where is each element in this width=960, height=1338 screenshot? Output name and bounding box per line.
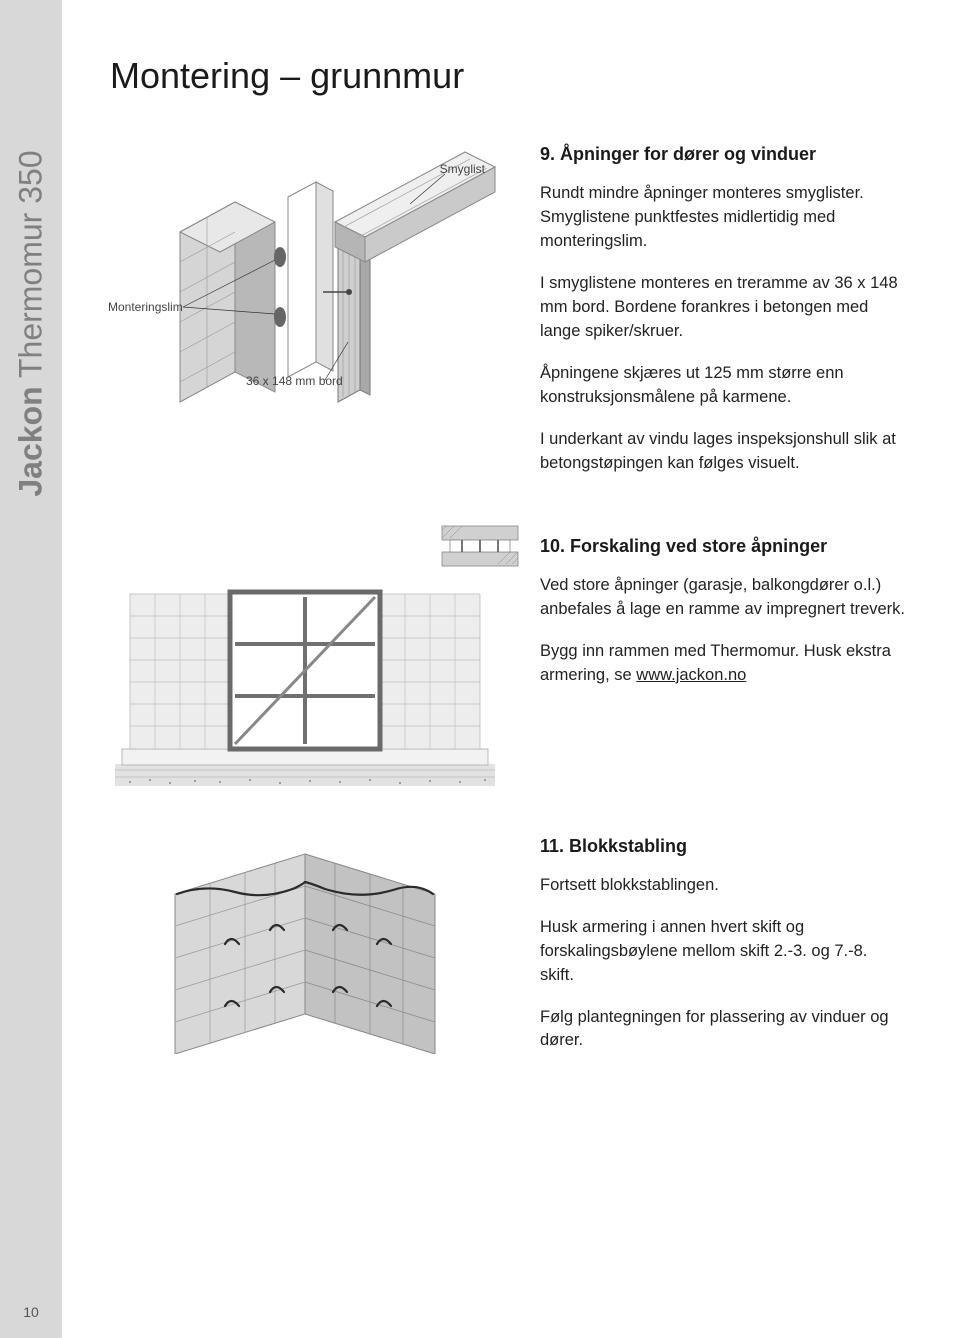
section-11-text: 11. Blokkstabling Fortsett blokkstabling… (530, 834, 905, 1072)
brand-light: Thermomur 350 (13, 150, 49, 386)
section-10-p1: Ved store åpninger (garasje, balkongdøre… (540, 574, 905, 622)
row-section-11: 11. Blokkstabling Fortsett blokkstabling… (110, 834, 905, 1072)
label-bord: 36 x 148 mm bord (246, 374, 343, 388)
section-9-text: 9. Åpninger for dører og vinduer Rundt m… (530, 142, 905, 494)
figure-block-stacking (155, 834, 455, 1054)
section-9-p1: Rundt mindre åpninger monteres smygliste… (540, 182, 905, 254)
section-9-heading: 9. Åpninger for dører og vinduer (540, 142, 905, 166)
section-11-p2: Husk armering i annen hvert skift og for… (540, 916, 905, 988)
section-9-p2: I smyglistene monteres en treramme av 36… (540, 272, 905, 344)
figure-3-column (110, 834, 500, 1072)
section-11-p3: Følg plantegningen for plassering av vin… (540, 1006, 905, 1054)
label-monteringslim: Monteringslim (108, 300, 183, 314)
smyglist-diagram-icon (110, 142, 500, 447)
section-11-p1: Fortsett blokkstablingen. (540, 874, 905, 898)
brand-bold: Jackon (13, 386, 49, 496)
section-9-p4: I underkant av vindu lages inspeksjonshu… (540, 428, 905, 476)
section-10-heading: 10. Forskaling ved store åpninger (540, 534, 905, 558)
page-title: Montering – grunnmur (110, 55, 905, 97)
section-9-p3: Åpningene skjæres ut 125 mm større enn k… (540, 362, 905, 410)
page-content: Montering – grunnmur Smyglist Monterings… (110, 55, 905, 1298)
opening-detail-icon (440, 524, 520, 568)
figure-smyglist-assembly: Smyglist Monteringslim 36 x 148 mm bord (110, 142, 500, 447)
sidebar: Jackon Thermomur 350 10 (0, 0, 62, 1338)
figure-2-column (110, 534, 500, 794)
section-10-text: 10. Forskaling ved store åpninger Ved st… (530, 534, 905, 794)
sidebar-brand: Jackon Thermomur 350 (13, 150, 50, 496)
page-number: 10 (0, 1304, 62, 1320)
section-11-heading: 11. Blokkstabling (540, 834, 905, 858)
row-section-9: Smyglist Monteringslim 36 x 148 mm bord (110, 142, 905, 494)
figure-1-column: Smyglist Monteringslim 36 x 148 mm bord (110, 142, 500, 494)
section-10-p2: Bygg inn rammen med Thermomur. Husk ekst… (540, 640, 905, 688)
row-section-10: 10. Forskaling ved store åpninger Ved st… (110, 534, 905, 794)
jackon-link[interactable]: www.jackon.no (636, 666, 746, 684)
corner-stacking-diagram-icon (155, 834, 455, 1054)
label-smyglist: Smyglist (440, 162, 485, 176)
figure-large-opening (110, 534, 500, 794)
large-opening-diagram-icon (110, 534, 500, 794)
